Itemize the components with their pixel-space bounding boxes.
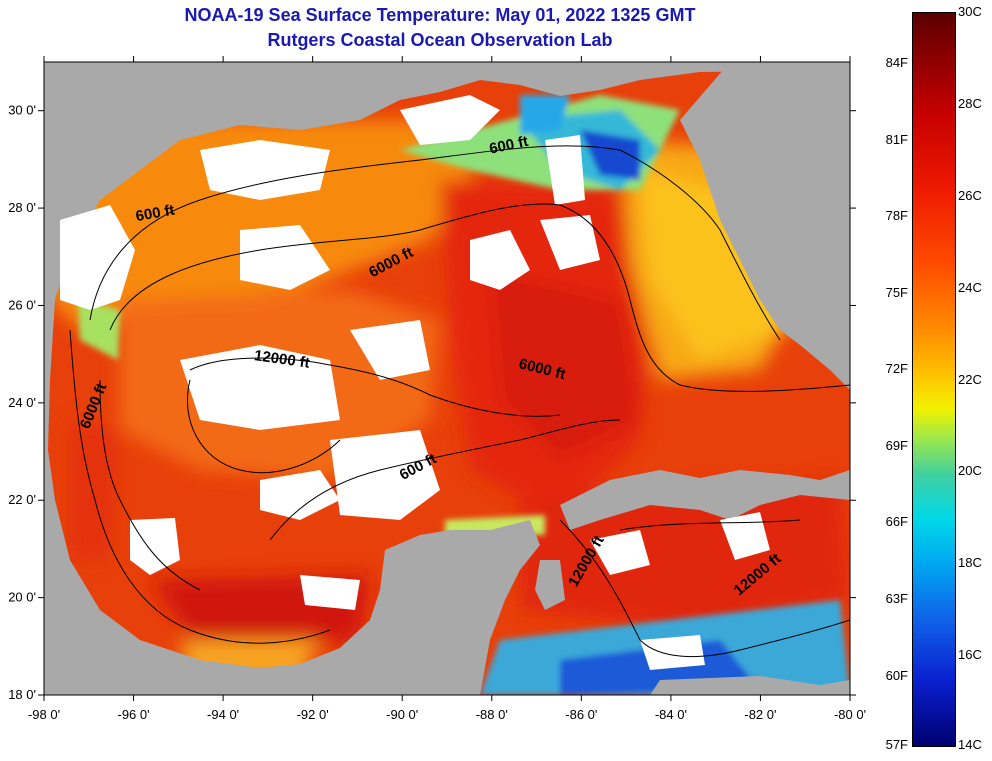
x-tick-label: -86 0' [565,707,597,722]
x-tick-label: -96 0' [117,707,149,722]
contour-6000ft [109,203,850,392]
colorbar-fahrenheit-label: 72F [885,361,908,377]
land-masses [44,62,850,695]
x-tick-label: -84 0' [655,707,687,722]
y-tick-label: 26 0' [8,297,36,312]
axis-ticks [38,56,856,701]
colorbar-celsius-label: 22C [958,371,982,387]
x-tick-label: -90 0' [386,707,418,722]
map-frame [43,61,851,696]
colorbar-celsius-label: 16C [958,647,982,663]
colorbar-celsius-label: 18C [958,555,982,571]
y-tick-label: 28 0' [8,200,36,215]
colorbar-celsius-label: 24C [958,279,982,295]
temperature-colorbar [912,12,956,747]
colorbar-fahrenheit-label: 66F [885,514,908,530]
x-tick-label: -98 0' [28,707,60,722]
colorbar-fahrenheit-label: 78F [885,208,908,224]
cloud-cover [60,95,770,670]
map-title: NOAA-19 Sea Surface Temperature: May 01,… [184,5,696,25]
map-subtitle: Rutgers Coastal Ocean Observation Lab [267,30,613,50]
colorbar-fahrenheit-label: 84F [885,55,908,71]
colorbar-celsius-label: 28C [958,95,982,111]
contour-12000ft-cayman [559,519,850,657]
colorbar-fahrenheit-label: 57F [885,737,908,752]
colorbar-celsius-label: 20C [958,463,982,479]
x-tick-label: -80 0' [834,707,866,722]
colorbar-fahrenheit-label: 69F [885,437,908,453]
x-tick-label: -92 0' [297,707,329,722]
contour-600ft-north [89,145,781,341]
colorbar-fahrenheit-label: 75F [885,284,908,300]
y-tick-label: 22 0' [8,492,36,507]
contour-600ft-west [69,329,331,644]
y-tick-label: 24 0' [8,395,36,410]
y-tick-label: 20 0' [8,590,36,605]
colorbar-celsius-label: 26C [958,187,982,203]
contour-cuba-shelf [619,519,801,531]
contour-600ft-shelf [269,419,621,541]
bathymetry-contours [69,145,850,657]
colorbar-celsius-label: 14C [958,737,982,752]
contour-6000ft-west [99,379,201,591]
contour-12000ft [189,357,561,417]
contour-depth-label: 600 ft [134,202,176,226]
contour-12000ft-loop [186,379,341,474]
axis-labels: -98 0' -96 0' -94 0' -92 0' -90 0' -88 0' -86 … [8,103,866,722]
x-tick-label: -82 0' [744,707,776,722]
colorbar-fahrenheit-label: 60F [885,667,908,683]
y-tick-label: 18 0' [8,687,36,702]
x-tick-label: -94 0' [207,707,239,722]
x-tick-label: -88 0' [476,707,508,722]
colorbar-celsius-label: 30C [958,4,982,19]
colorbar-fahrenheit-label: 81F [885,131,908,147]
colorbar-fahrenheit-label: 63F [885,590,908,606]
y-tick-label: 30 0' [8,103,36,118]
